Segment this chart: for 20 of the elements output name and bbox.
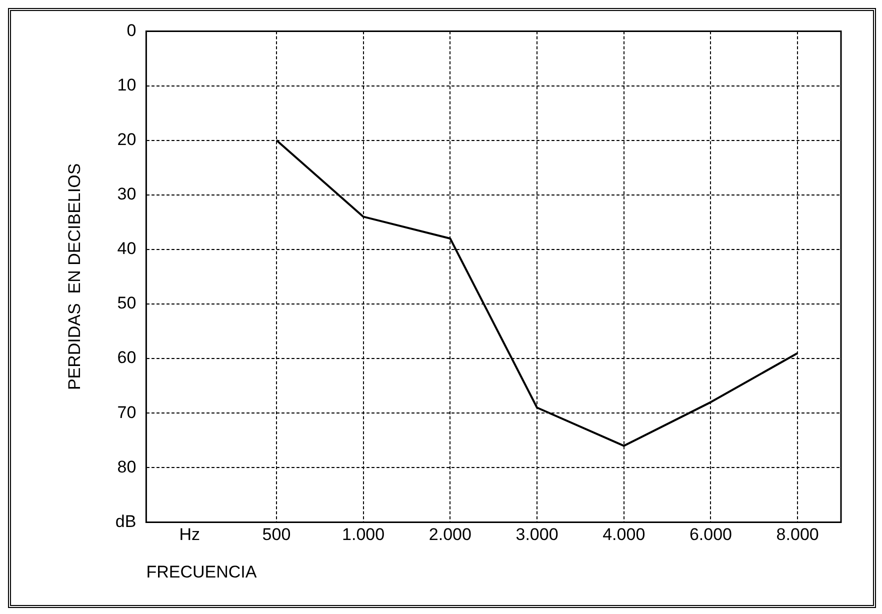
x-tick-label: 4.000	[602, 525, 646, 544]
y-tick-label: 20	[117, 130, 136, 149]
y-tick-label: 80	[117, 457, 136, 476]
y-tick-label: 50	[117, 294, 136, 313]
x-tick-label: 3.000	[516, 525, 558, 544]
y-axis-title: PERDIDAS EN DECIBELIOS	[64, 163, 84, 390]
x-tick-label: Hz	[179, 525, 200, 544]
x-tick-label: 6.000	[689, 525, 732, 544]
x-tick-label: 8.000	[776, 525, 819, 544]
y-tick-label: dB	[115, 512, 136, 531]
x-axis-title: FRECUENCIA	[146, 562, 258, 582]
y-tick-label: 30	[117, 184, 136, 204]
x-tick-label: 2.000	[428, 525, 472, 544]
y-tick-label: 40	[117, 239, 136, 258]
y-tick-label: 60	[117, 348, 136, 368]
y-tick-label: 70	[117, 402, 136, 422]
y-tick-label: 0	[126, 20, 136, 40]
y-tick-label: 10	[117, 75, 136, 94]
x-tick-label: 500	[262, 525, 291, 544]
x-tick-label: 1.000	[342, 525, 385, 544]
